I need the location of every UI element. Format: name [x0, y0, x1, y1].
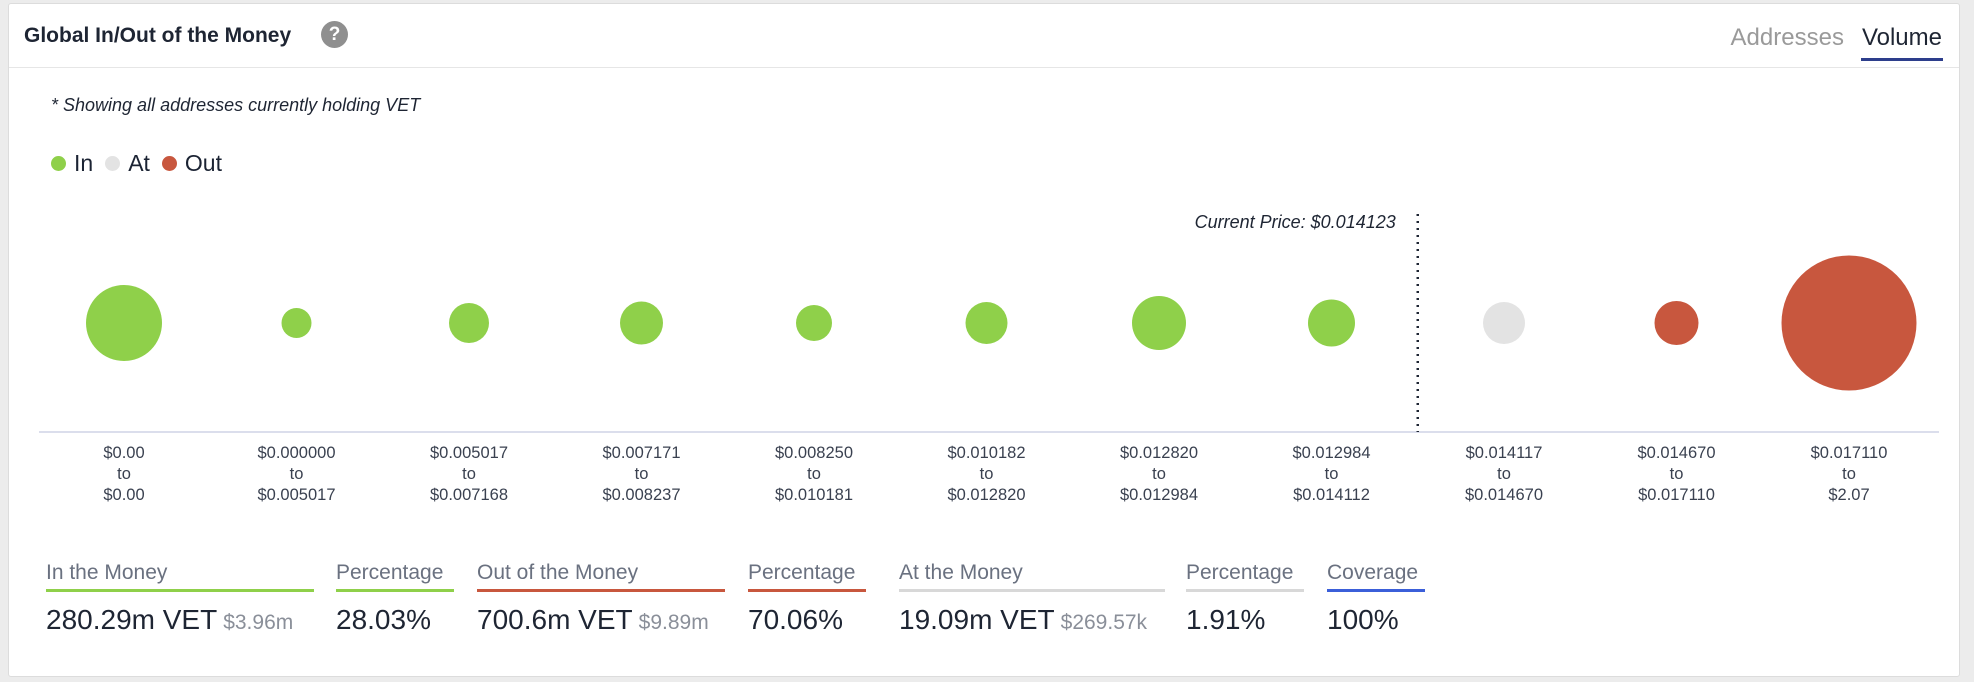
bubble-3[interactable] — [620, 301, 663, 345]
tick-label-8-2: $0.014670 — [1465, 486, 1543, 504]
legend-item-at[interactable]: At — [105, 150, 150, 177]
tick-label-1-0: $0.000000 — [258, 444, 336, 462]
stat-label-pct-out: Percentage — [748, 561, 866, 592]
tick-label-10-0: $0.017110 — [1811, 444, 1888, 462]
stat-value-pct-at: 1.91% — [1186, 604, 1266, 635]
tick-label-3-2: $0.008237 — [603, 486, 681, 504]
tick-label-10-1: to — [1842, 465, 1856, 483]
tick-label-6-2: $0.012984 — [1120, 486, 1198, 504]
bubble-10[interactable] — [1781, 255, 1917, 391]
tab-volume[interactable]: Volume — [1860, 24, 1943, 61]
bubble-1[interactable] — [281, 308, 312, 338]
tab-addresses[interactable]: Addresses — [1730, 24, 1844, 51]
chart-legend: In At Out — [51, 150, 222, 177]
stat-percentage-out: Percentage 70.06% — [748, 561, 866, 636]
tick-label-9-1: to — [1670, 465, 1684, 483]
stat-percentage-in: Percentage 28.03% — [336, 561, 454, 636]
legend-dot-at — [105, 156, 121, 171]
stat-sub-at: $269.57k — [1060, 611, 1148, 634]
tick-label-8-1: to — [1497, 465, 1511, 483]
tick-label-9-0: $0.014670 — [1638, 444, 1716, 462]
bubble-8[interactable] — [1483, 302, 1525, 344]
tick-label-10-2: $2.07 — [1828, 486, 1869, 504]
bubble-6[interactable] — [1132, 296, 1186, 350]
stat-value-at: 19.09m VET — [899, 604, 1055, 635]
current-price-label: Current Price: $0.014123 — [1195, 212, 1396, 232]
view-tabs: Addresses Volume — [1730, 24, 1943, 61]
tick-label-4-2: $0.010181 — [775, 486, 853, 504]
tick-label-2-1: to — [462, 465, 476, 483]
tick-label-5-0: $0.010182 — [948, 444, 1026, 462]
tick-label-7-1: to — [1325, 465, 1339, 483]
tick-label-2-0: $0.005017 — [430, 444, 508, 462]
tick-label-2-2: $0.007168 — [430, 486, 508, 504]
bubble-chart: $0.00 to $0.00 $0.000000 to $0.005017 $0.00501… — [39, 212, 1939, 504]
legend-label-in: In — [74, 150, 94, 176]
stat-value-out: 700.6m VET — [477, 604, 633, 635]
tick-label-6-1: to — [1152, 465, 1166, 483]
card-header: Global In/Out of the Money ? Addresses V… — [9, 4, 1959, 68]
stat-label-pct-at: Percentage — [1186, 561, 1304, 592]
in-out-money-card: Global In/Out of the Money ? Addresses V… — [8, 3, 1960, 677]
stat-percentage-at: Percentage 1.91% — [1186, 561, 1304, 636]
bubble-0[interactable] — [86, 285, 162, 361]
tick-label-0-0: $0.00 — [103, 444, 144, 462]
tick-label-0-2: $0.00 — [103, 486, 144, 504]
tick-label-5-1: to — [980, 465, 994, 483]
stat-sub-in: $3.96m — [223, 611, 294, 634]
tick-label-7-0: $0.012984 — [1293, 444, 1371, 462]
stat-at-the-money: At the Money 19.09m VET $269.57k — [899, 561, 1165, 636]
tick-label-4-0: $0.008250 — [775, 444, 853, 462]
stat-in-the-money: In the Money 280.29m VET $3.96m — [46, 561, 314, 636]
card-title: Global In/Out of the Money — [24, 24, 292, 47]
tick-label-8-0: $0.014117 — [1466, 444, 1543, 462]
stat-value-pct-out: 70.06% — [748, 604, 843, 635]
stat-label-coverage: Coverage — [1327, 561, 1425, 592]
stat-value-pct-in: 28.03% — [336, 604, 431, 635]
tick-label-3-0: $0.007171 — [603, 444, 681, 462]
stat-sub-out: $9.89m — [638, 611, 709, 634]
stat-label-out: Out of the Money — [477, 561, 725, 592]
bubble-2[interactable] — [449, 303, 489, 343]
stat-label-in: In the Money — [46, 561, 314, 592]
stat-value-coverage: 100% — [1327, 604, 1399, 635]
legend-dot-out — [161, 156, 177, 171]
holding-note: * Showing all addresses currently holdin… — [51, 95, 421, 115]
tick-label-4-1: to — [807, 465, 821, 483]
bubble-7[interactable] — [1308, 299, 1355, 347]
legend-label-out: Out — [184, 150, 222, 176]
tick-label-7-2: $0.014112 — [1293, 486, 1370, 504]
bubble-4[interactable] — [796, 305, 832, 341]
stat-label-pct-in: Percentage — [336, 561, 454, 592]
tick-label-1-1: to — [290, 465, 304, 483]
stat-coverage: Coverage 100% — [1327, 561, 1425, 636]
question-circle-icon[interactable]: ? — [321, 21, 348, 48]
stat-label-at: At the Money — [899, 561, 1165, 592]
tick-label-3-1: to — [635, 465, 649, 483]
legend-item-in[interactable]: In — [51, 150, 93, 177]
legend-item-out[interactable]: Out — [161, 150, 222, 177]
tick-label-0-1: to — [117, 465, 131, 483]
bubble-9[interactable] — [1654, 301, 1699, 345]
stat-value-in: 280.29m VET — [46, 604, 218, 635]
tick-label-9-2: $0.017110 — [1638, 486, 1715, 504]
tick-label-5-2: $0.012820 — [948, 486, 1026, 504]
tick-label-6-0: $0.012820 — [1120, 444, 1198, 462]
legend-dot-in — [51, 156, 66, 171]
legend-label-at: At — [128, 150, 150, 176]
bubble-5[interactable] — [965, 302, 1008, 344]
tick-label-1-2: $0.005017 — [258, 486, 336, 504]
stat-out-of-the-money: Out of the Money 700.6m VET $9.89m — [477, 561, 725, 636]
